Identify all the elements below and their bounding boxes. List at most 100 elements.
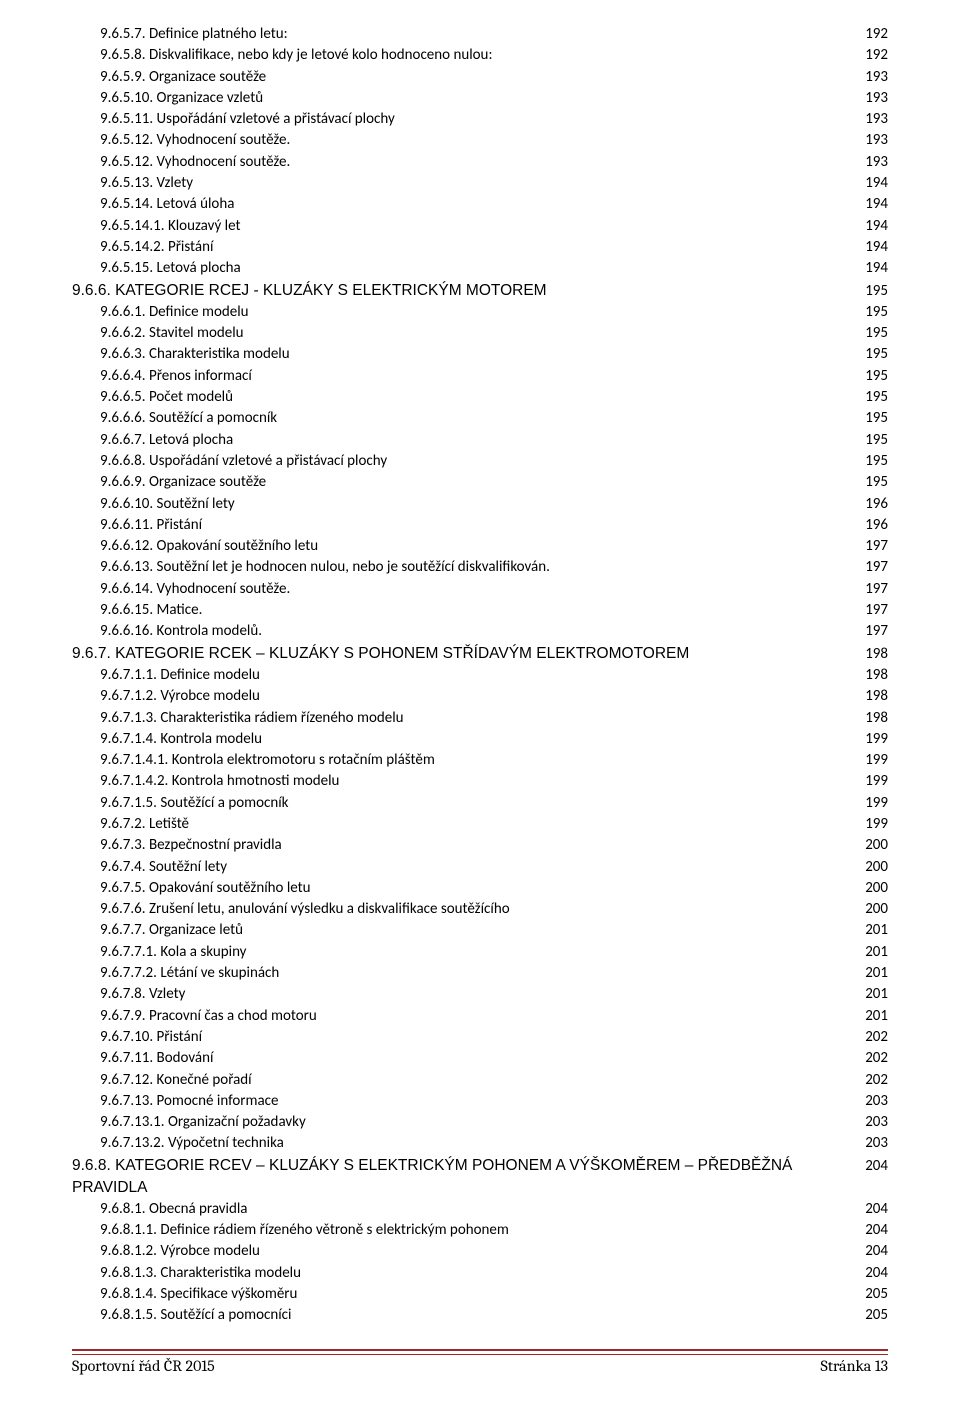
toc-entry-label: 9.6.6.7. Letová plocha xyxy=(100,430,233,451)
toc-entry-label: 9.6.7.11. Bodování xyxy=(100,1048,213,1069)
toc-entry-page: 202 xyxy=(865,1070,888,1091)
toc-entry-page: 204 xyxy=(865,1263,888,1284)
toc-entry-label: 9.6.7.1.4. Kontrola modelu xyxy=(100,729,262,750)
toc-entry-label: 9.6.6.13. Soutěžní let je hodnocen nulou… xyxy=(100,557,550,578)
toc-entry-page: 199 xyxy=(865,793,888,814)
toc-entry-page: 197 xyxy=(865,557,888,578)
toc-entry-page: 199 xyxy=(865,814,888,835)
toc-entry-label: 9.6.6.15. Matice. xyxy=(100,600,202,621)
toc-entry-label: 9.6.7.1.4.1. Kontrola elektromotoru s ro… xyxy=(100,750,435,771)
toc-entry-label: 9.6.5.12. Vyhodnocení soutěže. xyxy=(100,130,290,151)
toc-entry-page: 195 xyxy=(865,451,888,472)
toc-entry-page: 194 xyxy=(865,173,888,194)
toc-entry-page: 196 xyxy=(865,515,888,536)
toc-entry: 9.6.7.7.1. Kola a skupiny201 xyxy=(100,942,888,963)
toc-entry: 9.6.7. KATEGORIE RCEK – KLUZÁKY S POHONE… xyxy=(72,643,888,665)
toc-entry-page: 195 xyxy=(865,323,888,344)
toc-entry: 9.6.5.12. Vyhodnocení soutěže.193 xyxy=(100,152,888,173)
toc-entry-label: 9.6.7.10. Přistání xyxy=(100,1027,202,1048)
toc-entry: 9.6.7.13.1. Organizační požadavky203 xyxy=(100,1112,888,1133)
toc-entry-page: 201 xyxy=(865,984,888,1005)
toc-entry-page: 201 xyxy=(865,920,888,941)
toc-entry-page: 200 xyxy=(865,899,888,920)
toc-entry: 9.6.6.3. Charakteristika modelu195 xyxy=(100,344,888,365)
toc-entry-page: 197 xyxy=(865,600,888,621)
toc-entry-label: 9.6.6.3. Charakteristika modelu xyxy=(100,344,290,365)
toc-entry-label: 9.6.5.14.1. Klouzavý let xyxy=(100,216,240,237)
toc-entry: 9.6.8. KATEGORIE RCEV – KLUZÁKY S ELEKTR… xyxy=(72,1155,888,1199)
toc-entry-page: 204 xyxy=(865,1241,888,1262)
toc-entry-page: 197 xyxy=(865,621,888,642)
toc-entry-label: 9.6.7.13. Pomocné informace xyxy=(100,1091,279,1112)
toc-entry-page: 195 xyxy=(865,302,888,323)
toc-entry: 9.6.7.13.2. Výpočetní technika 203 xyxy=(100,1133,888,1154)
toc-entry-page: 195 xyxy=(865,408,888,429)
toc-entry-label: 9.6.7.13.2. Výpočetní technika xyxy=(100,1133,284,1154)
toc-entry-page: 192 xyxy=(865,45,888,66)
toc-entry-page: 198 xyxy=(865,665,888,686)
toc-entry-page: 203 xyxy=(865,1133,888,1154)
toc-entry: 9.6.8.1.4. Specifikace výškoměru205 xyxy=(100,1284,888,1305)
toc-entry-page: 197 xyxy=(865,536,888,557)
toc-entry-label: 9.6.7.13.1. Organizační požadavky xyxy=(100,1112,306,1133)
toc-entry: 9.6.7.6. Zrušení letu, anulování výsledk… xyxy=(100,899,888,920)
toc-entry: 9.6.6.10. Soutěžní lety196 xyxy=(100,494,888,515)
toc-entry-page: 193 xyxy=(865,130,888,151)
toc-entry-label: 9.6.5.14. Letová úloha xyxy=(100,194,234,215)
toc-entry-label: 9.6.8.1.2. Výrobce modelu xyxy=(100,1241,260,1262)
toc-entry-label: 9.6.6.10. Soutěžní lety xyxy=(100,494,235,515)
toc-entry-page: 201 xyxy=(865,942,888,963)
toc-entry-label: 9.6.8. KATEGORIE RCEV – KLUZÁKY S ELEKTR… xyxy=(72,1155,849,1199)
toc-entry-label: 9.6.7.4. Soutěžní lety xyxy=(100,857,227,878)
toc-entry-page: 194 xyxy=(865,216,888,237)
toc-entry: 9.6.6. KATEGORIE RCEJ - KLUZÁKY S ELEKTR… xyxy=(72,280,888,302)
toc-entry-label: 9.6.7.6. Zrušení letu, anulování výsledk… xyxy=(100,899,510,920)
toc-entry-label: 9.6.5.14.2. Přistání xyxy=(100,237,213,258)
toc-entry-label: 9.6.8.1.3. Charakteristika modelu xyxy=(100,1263,301,1284)
toc-entry: 9.6.5.8. Diskvalifikace, nebo kdy je let… xyxy=(100,45,888,66)
toc-entry: 9.6.7.1.4.2. Kontrola hmotnosti modelu19… xyxy=(100,771,888,792)
toc-entry: 9.6.7.1.3. Charakteristika rádiem řízené… xyxy=(100,708,888,729)
toc-entry-page: 204 xyxy=(865,1220,888,1241)
toc-entry: 9.6.7.10. Přistání 202 xyxy=(100,1027,888,1048)
toc-entry-page: 200 xyxy=(865,835,888,856)
toc-entry-page: 198 xyxy=(865,644,888,665)
toc-entry-label: 9.6.7.7. Organizace letů xyxy=(100,920,243,941)
toc-entry: 9.6.7.3. Bezpečnostní pravidla200 xyxy=(100,835,888,856)
toc-entry: 9.6.5.13. Vzlety194 xyxy=(100,173,888,194)
toc-entry: 9.6.5.12. Vyhodnocení soutěže. 193 xyxy=(100,130,888,151)
toc-entry: 9.6.7.7.2. Létání ve skupinách201 xyxy=(100,963,888,984)
toc-entry-page: 204 xyxy=(865,1156,888,1177)
toc-entry: 9.6.5.9. Organizace soutěže193 xyxy=(100,67,888,88)
toc-entry-page: 202 xyxy=(865,1048,888,1069)
toc-entry-page: 193 xyxy=(865,152,888,173)
toc-entry: 9.6.7.2. Letiště199 xyxy=(100,814,888,835)
toc-entry-label: 9.6.7.1.3. Charakteristika rádiem řízené… xyxy=(100,708,404,729)
toc-entry-page: 192 xyxy=(865,24,888,45)
toc-entry-page: 193 xyxy=(865,67,888,88)
toc-entry-label: 9.6.7.1.4.2. Kontrola hmotnosti modelu xyxy=(100,771,339,792)
toc-entry: 9.6.6.6. Soutěžící a pomocník195 xyxy=(100,408,888,429)
toc-entry-page: 199 xyxy=(865,750,888,771)
toc-entry-label: 9.6.7. KATEGORIE RCEK – KLUZÁKY S POHONE… xyxy=(72,643,689,665)
toc-entry-label: 9.6.6.1. Definice modelu xyxy=(100,302,249,323)
toc-entry: 9.6.8.1.1. Definice rádiem řízeného větr… xyxy=(100,1220,888,1241)
toc-entry-label: 9.6.8.1.1. Definice rádiem řízeného větr… xyxy=(100,1220,509,1241)
toc-entry-page: 200 xyxy=(865,857,888,878)
toc-entry: 9.6.7.1.1. Definice modelu198 xyxy=(100,665,888,686)
toc-entry-label: 9.6.5.15. Letová plocha xyxy=(100,258,241,279)
toc-entry-page: 202 xyxy=(865,1027,888,1048)
toc-entry: 9.6.6.8. Uspořádání vzletové a přistávac… xyxy=(100,451,888,472)
toc-entry-page: 195 xyxy=(865,281,888,302)
toc-entry-page: 197 xyxy=(865,579,888,600)
toc-entry-label: 9.6.5.7. Definice platného letu: xyxy=(100,24,288,45)
toc-entry-page: 193 xyxy=(865,88,888,109)
toc-entry-label: 9.6.8.1. Obecná pravidla xyxy=(100,1199,248,1220)
toc-entry-page: 194 xyxy=(865,237,888,258)
toc-entry-label: 9.6.5.10. Organizace vzletů xyxy=(100,88,263,109)
toc-entry-label: 9.6.5.11. Uspořádání vzletové a přistáva… xyxy=(100,109,395,130)
toc-entry: 9.6.7.12. Konečné pořadí202 xyxy=(100,1070,888,1091)
toc-container: 9.6.5.7. Definice platného letu:1929.6.5… xyxy=(0,0,960,1343)
toc-entry-label: 9.6.6.12. Opakování soutěžního letu xyxy=(100,536,318,557)
footer-right: Stránka 13 xyxy=(821,1357,888,1375)
